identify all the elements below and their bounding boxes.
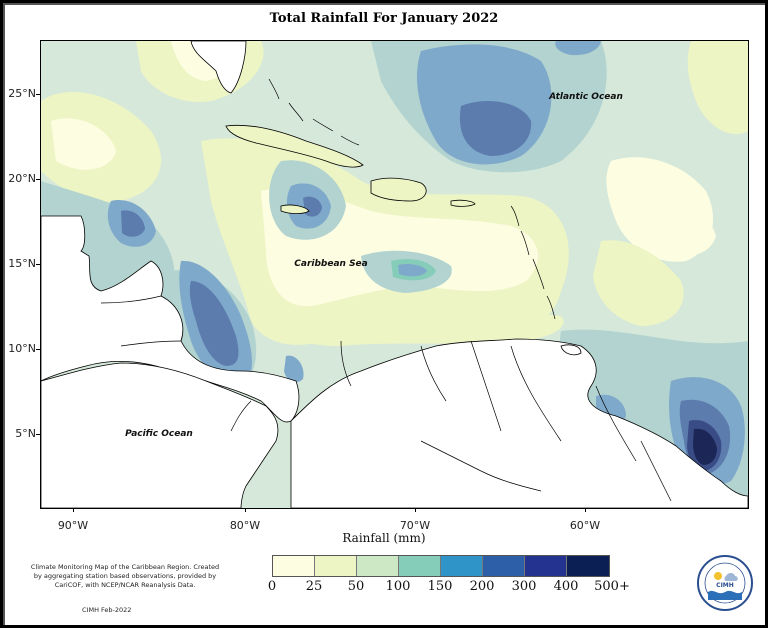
lon-tick-80w: 80°W <box>229 519 261 532</box>
lon-tick-mark <box>245 508 246 512</box>
legend-tick: 200 <box>469 579 495 594</box>
lat-tick-mark <box>36 349 40 350</box>
legend-swatch-2 <box>357 556 399 576</box>
legend-swatch-3 <box>399 556 441 576</box>
credit-text: Climate Monitoring Map of the Caribbean … <box>30 563 220 589</box>
lat-tick-mark <box>36 434 40 435</box>
lat-tick-25n: 25°N <box>8 87 36 100</box>
map-canvas: Atlantic Ocean Caribbean Sea Pacific Oce… <box>41 41 748 508</box>
land-masses <box>41 41 748 508</box>
legend-tick: 300 <box>511 579 537 594</box>
legend-tick: 25 <box>305 579 323 594</box>
lon-tick-mark <box>73 508 74 512</box>
lat-tick-10n: 10°N <box>8 342 36 355</box>
legend-tick: 500+ <box>594 579 630 594</box>
legend-swatch-1 <box>315 556 357 576</box>
cimh-logo-icon: CIMH <box>697 555 753 611</box>
legend-tick: 150 <box>427 579 453 594</box>
legend-swatch-0 <box>273 556 315 576</box>
lat-tick-20n: 20°N <box>8 172 36 185</box>
lat-tick-5n: 5°N <box>15 427 36 440</box>
island-outlines <box>100 78 672 502</box>
legend-swatch-4 <box>441 556 483 576</box>
atlantic-ocean-label: Atlantic Ocean <box>548 92 623 102</box>
rainfall-map: Atlantic Ocean Caribbean Sea Pacific Oce… <box>40 40 749 509</box>
legend-swatch-7 <box>567 556 609 576</box>
lon-tick-mark <box>585 508 586 512</box>
credit-date: CIMH Feb-2022 <box>82 606 132 614</box>
lon-tick-90w: 90°W <box>57 519 89 532</box>
lat-tick-mark <box>36 179 40 180</box>
lon-tick-70w: 70°W <box>399 519 431 532</box>
legend-title: Rainfall (mm) <box>342 531 426 545</box>
legend-tick: 400 <box>553 579 579 594</box>
rainfall-blue-contours <box>107 41 745 485</box>
legend-tick: 50 <box>347 579 365 594</box>
lat-tick-15n: 15°N <box>8 257 36 270</box>
legend-tick-labels: 0 25 50 100 150 200 300 400 500+ <box>262 579 662 597</box>
color-legend <box>272 555 610 577</box>
legend-swatch-5 <box>483 556 525 576</box>
pacific-ocean-label: Pacific Ocean <box>125 429 193 439</box>
map-title: Total Rainfall For January 2022 <box>269 11 499 26</box>
legend-tick: 100 <box>385 579 411 594</box>
lat-tick-mark <box>36 94 40 95</box>
legend-tick: 0 <box>267 579 277 594</box>
lat-tick-mark <box>36 264 40 265</box>
caribbean-sea-label: Caribbean Sea <box>294 259 367 269</box>
logo-text: CIMH <box>716 582 734 589</box>
lon-tick-60w: 60°W <box>569 519 601 532</box>
lon-tick-mark <box>415 508 416 512</box>
legend-swatch-6 <box>525 556 567 576</box>
